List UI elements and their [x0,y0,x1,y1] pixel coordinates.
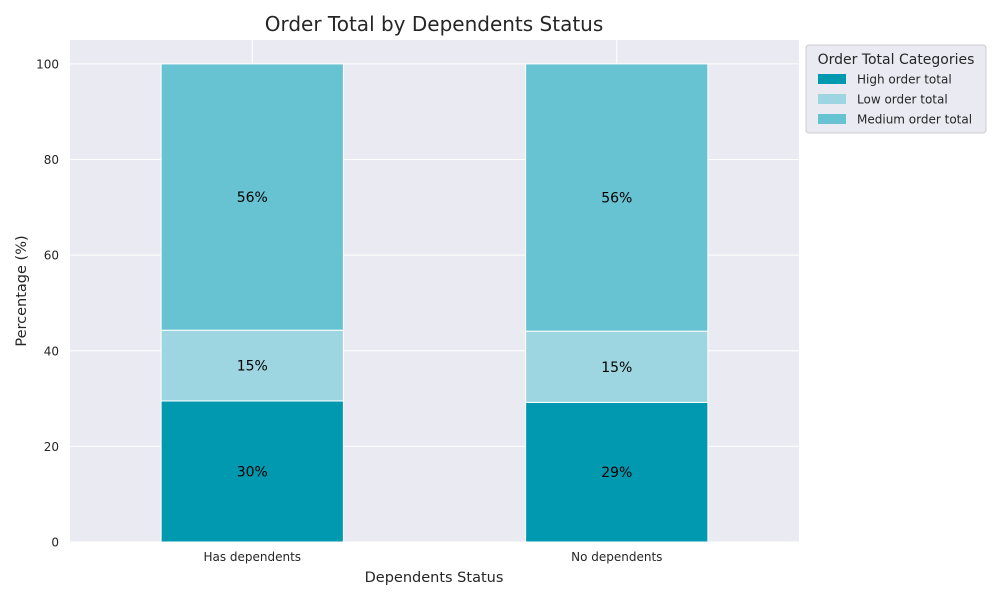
bars [160,63,709,543]
y-tick-label: 40 [44,344,59,358]
y-axis-label: Percentage (%) [14,235,30,346]
x-tick-label: Has dependents [203,550,301,564]
bar-value-label: 15% [601,360,632,376]
y-tick-label: 60 [44,249,59,263]
bar-segment [160,63,344,331]
bar-value-label: 15% [237,359,268,375]
data-labels: 30% 15% 56% 29% 15% 56% [237,190,633,481]
bar-segment [525,401,709,543]
x-axis-label: Dependents Status [365,570,504,586]
bar-segment [525,63,709,332]
y-tick-label: 100 [36,57,59,71]
legend-swatch [818,94,846,104]
bar-segment [160,400,344,543]
x-tick-label: No dependents [571,550,662,564]
bar-value-label: 56% [237,190,268,206]
legend: Order Total Categories High order total L… [805,44,987,134]
bar-segment [160,329,344,402]
legend-label: Medium order total [857,113,972,127]
legend-swatch [818,114,846,124]
legend-frame [805,44,987,134]
legend-label: High order total [857,73,952,87]
bar-value-label: 56% [601,191,632,207]
bar-segment [525,330,709,403]
x-axis-ticks: Has dependents No dependents [203,550,662,564]
legend-title: Order Total Categories [818,52,975,68]
legend-swatch [818,74,846,84]
y-tick-label: 20 [44,440,59,454]
legend-label: Low order total [857,93,948,107]
bar-value-label: 29% [601,465,632,481]
legend-items: High order total Low order total Medium or… [818,73,972,127]
y-tick-label: 80 [44,153,59,167]
chart-title: Order Total by Dependents Status [265,12,604,36]
bar-value-label: 30% [237,464,268,480]
y-tick-label: 0 [51,536,59,550]
y-axis-ticks: 0 20 40 60 80 100 [36,57,59,549]
